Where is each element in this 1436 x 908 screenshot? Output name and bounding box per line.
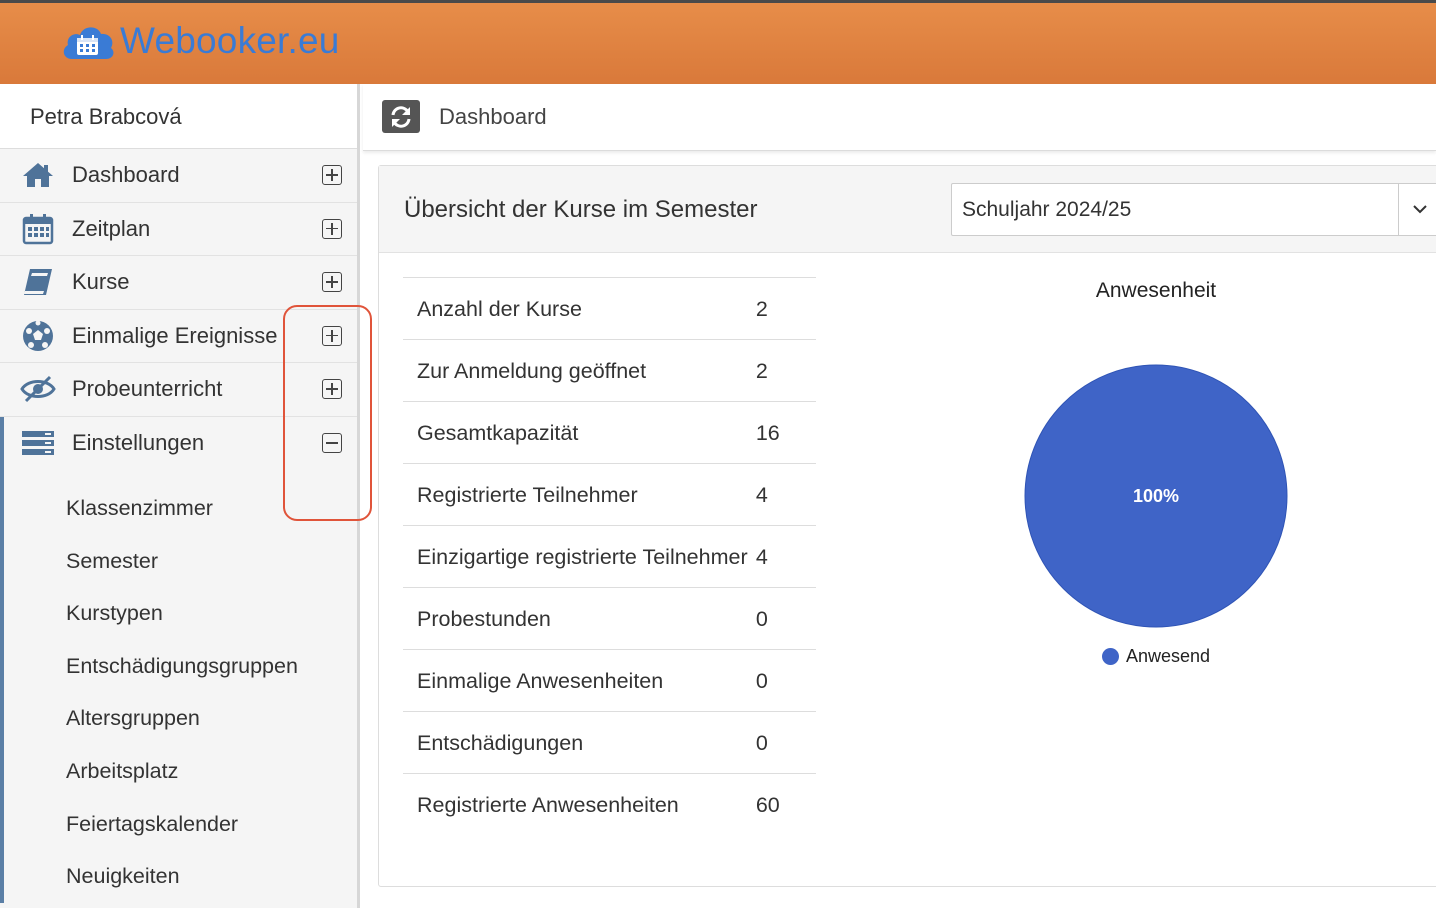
calendar-icon — [18, 212, 58, 246]
brand-name: Webooker.eu — [120, 20, 340, 61]
submenu-item-arbeitsplatz[interactable]: Arbeitsplatz — [66, 758, 179, 783]
table-row: Registrierte Anwesenheiten 60 — [403, 773, 816, 835]
semester-select[interactable]: Schuljahr 2024/25 — [951, 183, 1436, 236]
sidebar-item-label: Kurse — [72, 269, 130, 295]
sidebar-item-label: Einmalige Ereignisse — [72, 322, 278, 348]
stat-value: 0 — [755, 587, 816, 650]
submenu-item-semester[interactable]: Semester — [66, 548, 159, 573]
attendance-chart: Anwesenheit 100% Anwesend — [1010, 270, 1310, 690]
cloud-calendar-icon — [60, 19, 116, 63]
refresh-button[interactable] — [382, 100, 420, 133]
chart-legend[interactable]: Anwesend — [1102, 646, 1210, 667]
top-header: Webooker.eu — [0, 0, 1436, 84]
stat-value: 4 — [755, 463, 816, 526]
stat-value: 60 — [755, 773, 816, 835]
sidebar-item-label: Probeunterricht — [72, 376, 223, 402]
pie-slice-label: 100% — [1133, 486, 1179, 506]
chart-title: Anwesenheit — [1095, 279, 1217, 302]
content-header: Dashboard — [363, 84, 1436, 151]
pie-slice-anwesend[interactable] — [1024, 364, 1288, 628]
brand-logo[interactable]: Webooker.eu — [60, 19, 340, 63]
table-row: Anzahl der Kurse 2 — [403, 277, 816, 340]
refresh-icon — [391, 105, 411, 128]
legend-swatch — [1102, 648, 1119, 665]
page-title: Dashboard — [439, 104, 547, 129]
book-icon — [18, 265, 58, 299]
expand-plus-icon[interactable] — [322, 165, 342, 186]
table-row: Entschädigungen 0 — [403, 711, 816, 774]
table-row: Einzigartige registrierte Teilnehmer 4 — [403, 525, 816, 588]
table-row: Probestunden 0 — [403, 587, 816, 650]
sidebar-item-label: Zeitplan — [72, 215, 151, 241]
football-icon — [18, 319, 58, 353]
stats-table: Anzahl der Kurse 2 Zur Anmeldung geöffnet… — [403, 277, 816, 835]
collapse-minus-icon[interactable] — [322, 433, 342, 454]
settings-section: Einstellungen Klassenzimmer Semester Kur… — [0, 416, 357, 903]
server-icon — [18, 426, 58, 460]
stat-label: Anzahl der Kurse — [403, 277, 756, 340]
stat-value: 2 — [755, 277, 816, 340]
home-icon — [18, 158, 58, 192]
expand-plus-icon[interactable] — [322, 379, 342, 400]
submenu-item-altersgruppen[interactable]: Altersgruppen — [66, 706, 200, 731]
sidebar: Petra Brabcová Dashboard Zeitplan Kurse … — [0, 84, 360, 908]
sidebar-item-einmalige-ereignisse[interactable]: Einmalige Ereignisse — [0, 310, 357, 363]
pie-chart: 100% — [1024, 364, 1288, 628]
eye-slash-icon — [18, 372, 58, 406]
active-indicator — [0, 416, 4, 903]
stat-label: Registrierte Anwesenheiten — [403, 773, 756, 835]
submenu-item-entschaedigungsgruppen[interactable]: Entschädigungsgruppen — [66, 653, 298, 678]
stat-label: Registrierte Teilnehmer — [403, 463, 756, 526]
stat-label: Entschädigungen — [403, 711, 756, 774]
stat-label: Einmalige Anwesenheiten — [403, 649, 756, 712]
sidebar-item-label: Einstellungen — [72, 430, 205, 456]
stat-value: 0 — [755, 711, 816, 774]
stat-label: Gesamtkapazität — [403, 401, 756, 464]
legend-label: Anwesend — [1126, 646, 1211, 666]
sidebar-item-label: Dashboard — [72, 162, 180, 188]
sidebar-item-dashboard[interactable]: Dashboard — [0, 149, 357, 203]
settings-submenu: Klassenzimmer Semester Kurstypen Entschä… — [0, 470, 357, 903]
sidebar-item-kurse[interactable]: Kurse — [0, 256, 357, 310]
expand-plus-icon[interactable] — [322, 272, 342, 293]
submenu-item-klassenzimmer[interactable]: Klassenzimmer — [66, 496, 213, 520]
table-row: Einmalige Anwesenheiten 0 — [403, 649, 816, 712]
submenu-item-kurstypen[interactable]: Kurstypen — [66, 601, 163, 626]
expand-plus-icon[interactable] — [322, 325, 342, 346]
stat-label: Einzigartige registrierte Teilnehmer — [403, 525, 756, 588]
table-row: Zur Anmeldung geöffnet 2 — [403, 339, 816, 402]
semester-select-value: Schuljahr 2024/25 — [962, 198, 1132, 221]
user-name[interactable]: Petra Brabcová — [0, 84, 357, 149]
panel-header: Übersicht der Kurse im Semester Schuljah… — [379, 166, 1436, 253]
stat-label: Probestunden — [403, 587, 756, 650]
sidebar-item-probeunterricht[interactable]: Probeunterricht — [0, 363, 357, 417]
stat-value: 16 — [755, 401, 816, 464]
expand-plus-icon[interactable] — [322, 218, 342, 239]
stat-value: 2 — [755, 339, 816, 402]
chevron-down-icon[interactable] — [1398, 184, 1436, 235]
sidebar-item-zeitplan[interactable]: Zeitplan — [0, 203, 357, 256]
table-row: Registrierte Teilnehmer 4 — [403, 463, 816, 526]
submenu-item-feiertagskalender[interactable]: Feiertagskalender — [66, 811, 239, 836]
sidebar-item-einstellungen[interactable]: Einstellungen — [0, 417, 357, 471]
stat-value: 0 — [755, 649, 816, 712]
stat-value: 4 — [755, 525, 816, 588]
panel-title: Übersicht der Kurse im Semester — [404, 196, 758, 223]
submenu-item-neuigkeiten[interactable]: Neuigkeiten — [66, 864, 180, 889]
table-row: Gesamtkapazität 16 — [403, 401, 816, 464]
stat-label: Zur Anmeldung geöffnet — [403, 339, 756, 402]
